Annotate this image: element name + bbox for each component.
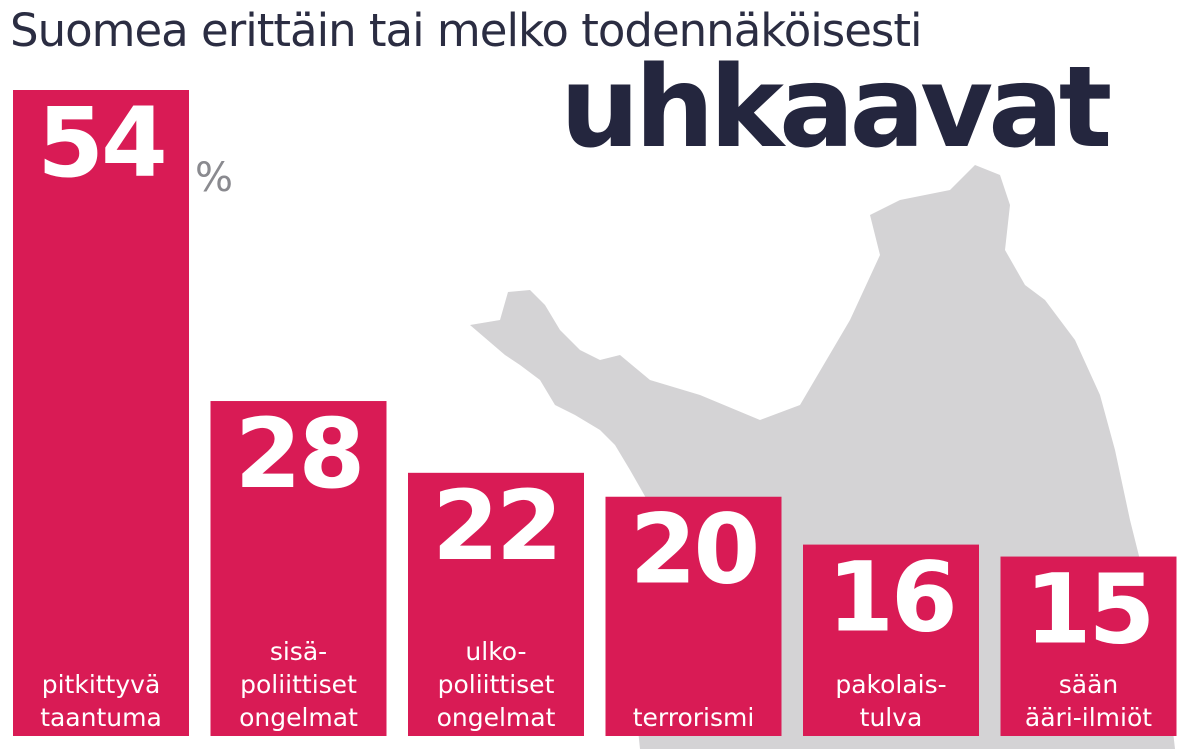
bar-value-label-5: 16 <box>827 542 955 654</box>
category-label-5-2: tulva <box>860 703 923 732</box>
category-label-6-1: sään <box>1059 670 1119 699</box>
category-label-4-1: terrorismi <box>633 703 755 732</box>
bar-1 <box>13 90 189 736</box>
category-label-2-3: ongelmat <box>239 703 358 732</box>
bar-6 <box>1000 556 1177 736</box>
category-label-3-1: ulko- <box>465 637 526 666</box>
category-label-2-2: poliittiset <box>240 670 357 699</box>
bar-value-label-2: 28 <box>235 398 363 510</box>
bar-3 <box>408 472 584 736</box>
bar-value-label-1: 54 <box>37 87 165 199</box>
bar-2 <box>210 401 387 736</box>
bar-value-label-6: 15 <box>1025 554 1153 666</box>
category-label-5-1: pakolais- <box>835 670 946 699</box>
category-label-1-1: pitkittyvä <box>42 670 161 699</box>
unit-label: % <box>195 155 234 201</box>
category-label-6-2: ääri-ilmiöt <box>1025 703 1152 732</box>
bar-5 <box>803 544 979 736</box>
bar-value-label-4: 20 <box>630 494 758 606</box>
bar-4 <box>605 496 782 736</box>
category-label-1-2: taantuma <box>40 703 162 732</box>
category-label-2-1: sisä- <box>270 637 327 666</box>
chart-title-emphasis: uhkaavat <box>560 43 1112 173</box>
category-label-3-2: poliittiset <box>438 670 555 699</box>
category-label-3-3: ongelmat <box>437 703 556 732</box>
bar-value-label-3: 22 <box>432 470 560 582</box>
finland-map-silhouette <box>470 165 1175 749</box>
chart-title-line: Suomea erittäin tai melko todennäköisest… <box>10 4 922 57</box>
